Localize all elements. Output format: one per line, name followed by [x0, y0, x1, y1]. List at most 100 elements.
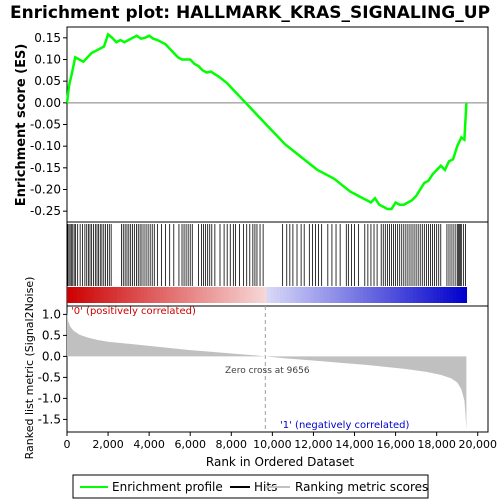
color-bar-segment [309, 287, 314, 303]
chart-title: Enrichment plot: HALLMARK_KRAS_SIGNALING… [10, 3, 490, 23]
x-tick-label: 0 [64, 438, 71, 451]
ranked-y-tick-label: 0.5 [42, 328, 61, 342]
color-bar-segment [333, 287, 338, 303]
color-bar-segment [143, 287, 148, 303]
color-bar-segment [246, 287, 251, 303]
color-bar-segment [220, 287, 225, 303]
color-bar-segment [286, 287, 291, 303]
color-bar-segment [423, 287, 428, 303]
x-tick-label: 10,000 [253, 438, 292, 451]
color-bar-segment [93, 287, 98, 303]
color-bar-segment [183, 287, 188, 303]
color-bar-segment [253, 287, 258, 303]
color-bar-segment [150, 287, 155, 303]
hits-series [67, 224, 466, 286]
color-bar-segment [306, 287, 311, 303]
es-y-tick-label: -0.10 [30, 139, 61, 153]
x-tick-label: 12,000 [294, 438, 333, 451]
color-bar-segment [140, 287, 145, 303]
ranked-y-tick-label: -1.5 [38, 412, 61, 426]
ranked-y-tick-label: -1.0 [38, 391, 61, 405]
color-bar-segment [67, 287, 71, 303]
color-bar-segment [323, 287, 328, 303]
color-bar-segment [356, 287, 361, 303]
negative-correlation-label: '1' (negatively correlated) [280, 420, 409, 431]
color-bar-segment [160, 287, 165, 303]
color-bar-segment [96, 287, 101, 303]
es-y-tick-label: 0.05 [34, 74, 61, 88]
color-bar-segment [123, 287, 128, 303]
color-bar-segment [260, 287, 264, 303]
x-tick-label: 16,000 [376, 438, 415, 451]
color-bar-segment [216, 287, 221, 303]
color-bar-segment [276, 287, 281, 303]
es-panel-frame [66, 26, 489, 223]
legend-enrichment-label: Enrichment profile [112, 480, 223, 494]
color-bar-segment [270, 287, 274, 303]
color-bar-segment [326, 287, 331, 303]
x-tick-label: 18,000 [417, 438, 456, 451]
color-bar-segment [186, 287, 191, 303]
color-bar-segment [436, 287, 441, 303]
es-y-label: Enrichment score (ES) [14, 44, 29, 207]
color-bar-segment [300, 287, 304, 303]
es-y-tick-label: 0.10 [34, 53, 61, 67]
color-bar-segment [413, 287, 418, 303]
color-bar-segment [163, 287, 168, 303]
color-bar-segment [353, 287, 358, 303]
ranked-y-ticks: 1.0 0.5 0.0 -0.5 -1.0 -1.5 [38, 307, 67, 426]
color-bar-segment [250, 287, 255, 303]
color-bar-segment [146, 287, 151, 303]
color-bar-segment [456, 287, 461, 303]
color-bar-segment [130, 287, 135, 303]
color-bar-segment [419, 287, 424, 303]
color-bar-segment [83, 287, 88, 303]
es-y-tick-label: -0.15 [30, 161, 61, 175]
color-bar-segment [240, 287, 245, 303]
color-bar-segment [190, 287, 195, 303]
color-bar-segment [100, 287, 105, 303]
color-bar-segment [266, 287, 271, 303]
x-axis-label: Rank in Ordered Dataset [206, 455, 354, 469]
es-y-ticks: 0.15 0.10 0.05 0.00 -0.05 -0.10 -0.15 -0.20 -0.2… [30, 31, 67, 218]
color-bar-segment [319, 287, 324, 303]
color-bar-segment [293, 287, 298, 303]
color-bar-segment [369, 287, 374, 303]
color-bar-segment [256, 287, 261, 303]
color-bar-segment [453, 287, 458, 303]
color-bar-segment [80, 287, 85, 303]
color-bar-segment [349, 287, 354, 303]
color-bar-segment [196, 287, 201, 303]
legend-ranking-label: Ranking metric scores [295, 480, 428, 494]
color-bar-segment [373, 287, 378, 303]
color-bar-segment [153, 287, 158, 303]
x-tick-label: 8,000 [216, 438, 248, 451]
x-tick-label: 2,000 [92, 438, 124, 451]
color-bar-segment [70, 287, 75, 303]
color-bar-segment [363, 287, 368, 303]
color-bar-segment [263, 287, 268, 303]
color-bar-segment [403, 287, 408, 303]
color-bar-segment [280, 287, 284, 303]
color-bar-segment [393, 287, 398, 303]
x-tick-label: 14,000 [335, 438, 374, 451]
color-bar-segment [110, 287, 115, 303]
color-bar-segment [113, 287, 118, 303]
color-bar-segment [170, 287, 175, 303]
color-bar-segment [133, 287, 138, 303]
color-bar-segment [76, 287, 81, 303]
color-bar-segment [409, 287, 414, 303]
color-bar-segment [379, 287, 384, 303]
es-y-tick-label: 0.00 [34, 96, 61, 110]
color-bar-segment [386, 287, 391, 303]
zero-cross-label: Zero cross at 9656 [225, 366, 310, 376]
color-bar-segment [116, 287, 121, 303]
color-bar-segment [173, 287, 178, 303]
color-bar-segment [193, 287, 198, 303]
enrichment-profile-line [65, 32, 468, 211]
color-bar-segment [176, 287, 181, 303]
ranked-y-tick-label: -0.5 [38, 370, 61, 384]
color-bar-segment [389, 287, 394, 303]
ranking-color-bar [67, 287, 468, 303]
